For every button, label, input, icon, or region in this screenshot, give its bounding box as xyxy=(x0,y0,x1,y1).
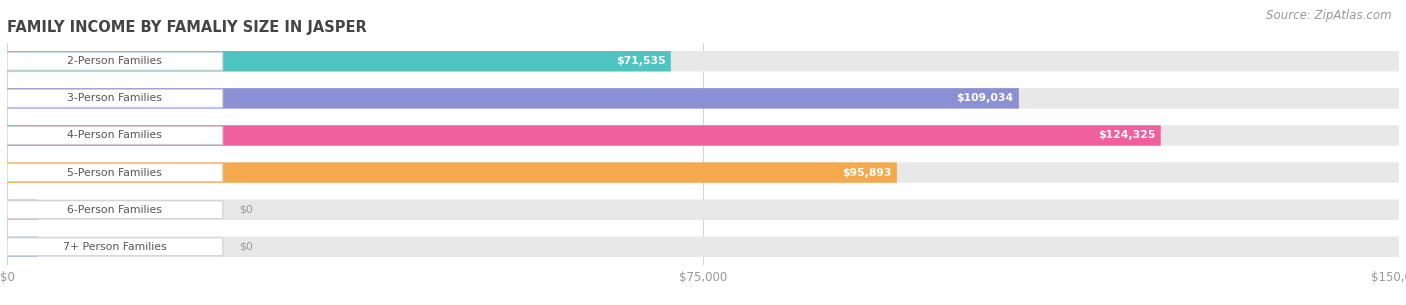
FancyBboxPatch shape xyxy=(7,163,222,181)
Text: $95,893: $95,893 xyxy=(842,167,891,178)
Text: $124,325: $124,325 xyxy=(1098,131,1156,141)
FancyBboxPatch shape xyxy=(7,52,222,70)
Text: $0: $0 xyxy=(239,205,253,215)
FancyBboxPatch shape xyxy=(7,51,671,71)
Text: 6-Person Families: 6-Person Families xyxy=(67,205,162,215)
FancyBboxPatch shape xyxy=(7,237,1399,257)
Text: 5-Person Families: 5-Person Families xyxy=(67,167,162,178)
Text: $109,034: $109,034 xyxy=(956,93,1014,103)
FancyBboxPatch shape xyxy=(7,89,222,107)
Text: $71,535: $71,535 xyxy=(616,56,665,66)
Text: $0: $0 xyxy=(239,242,253,252)
FancyBboxPatch shape xyxy=(7,162,897,183)
FancyBboxPatch shape xyxy=(7,88,1399,109)
FancyBboxPatch shape xyxy=(7,238,222,256)
FancyBboxPatch shape xyxy=(7,162,1399,183)
FancyBboxPatch shape xyxy=(7,125,1161,146)
FancyBboxPatch shape xyxy=(7,51,1399,71)
Text: 2-Person Families: 2-Person Families xyxy=(67,56,162,66)
FancyBboxPatch shape xyxy=(7,199,38,220)
FancyBboxPatch shape xyxy=(7,199,1399,220)
FancyBboxPatch shape xyxy=(7,237,38,257)
FancyBboxPatch shape xyxy=(7,127,222,145)
FancyBboxPatch shape xyxy=(7,125,1399,146)
Text: 3-Person Families: 3-Person Families xyxy=(67,93,162,103)
FancyBboxPatch shape xyxy=(7,201,222,219)
Text: Source: ZipAtlas.com: Source: ZipAtlas.com xyxy=(1267,9,1392,22)
Text: 4-Person Families: 4-Person Families xyxy=(67,131,162,141)
FancyBboxPatch shape xyxy=(7,88,1019,109)
Text: 7+ Person Families: 7+ Person Families xyxy=(63,242,167,252)
Text: FAMILY INCOME BY FAMALIY SIZE IN JASPER: FAMILY INCOME BY FAMALIY SIZE IN JASPER xyxy=(7,20,367,34)
